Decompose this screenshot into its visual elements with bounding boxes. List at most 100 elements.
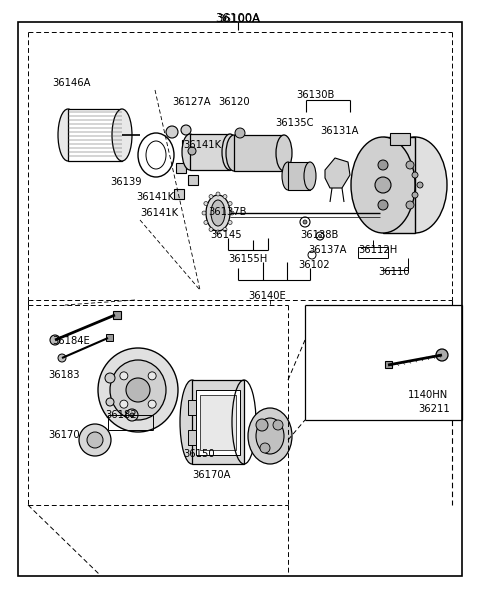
Bar xyxy=(182,140,194,150)
Bar xyxy=(234,135,284,171)
Circle shape xyxy=(202,211,206,215)
Circle shape xyxy=(105,373,115,383)
Bar xyxy=(106,334,113,341)
Circle shape xyxy=(106,398,114,406)
Circle shape xyxy=(166,126,178,138)
Circle shape xyxy=(58,354,66,362)
Text: 36155H: 36155H xyxy=(228,254,267,264)
Ellipse shape xyxy=(248,408,292,464)
Circle shape xyxy=(260,443,270,453)
Ellipse shape xyxy=(304,162,316,190)
Text: 36211: 36211 xyxy=(418,404,450,414)
Text: 36141K: 36141K xyxy=(183,140,221,150)
Bar xyxy=(390,133,410,145)
Circle shape xyxy=(406,161,414,169)
Text: 36138B: 36138B xyxy=(300,230,338,240)
Circle shape xyxy=(378,200,388,210)
Bar xyxy=(196,390,240,455)
Ellipse shape xyxy=(58,109,78,161)
Circle shape xyxy=(417,182,423,188)
Text: 36150: 36150 xyxy=(183,449,215,459)
Text: 36102: 36102 xyxy=(298,260,330,270)
Circle shape xyxy=(230,211,234,215)
Text: 36170: 36170 xyxy=(48,430,80,440)
Circle shape xyxy=(319,235,322,238)
Circle shape xyxy=(181,125,191,135)
Ellipse shape xyxy=(276,135,292,171)
Bar xyxy=(200,395,236,450)
Circle shape xyxy=(216,192,220,196)
Text: 36170A: 36170A xyxy=(192,470,230,480)
Circle shape xyxy=(406,201,414,209)
Text: 36137A: 36137A xyxy=(308,245,347,255)
Ellipse shape xyxy=(383,137,447,233)
Ellipse shape xyxy=(98,348,178,432)
Ellipse shape xyxy=(87,432,103,448)
Circle shape xyxy=(223,194,227,199)
Ellipse shape xyxy=(79,424,111,456)
Circle shape xyxy=(126,409,138,421)
Circle shape xyxy=(378,160,388,170)
Text: 36130B: 36130B xyxy=(296,90,335,100)
Text: 36100A: 36100A xyxy=(216,14,259,24)
Bar xyxy=(383,137,415,233)
Bar xyxy=(192,380,244,464)
Text: 36183: 36183 xyxy=(48,370,80,380)
Circle shape xyxy=(228,202,232,206)
Ellipse shape xyxy=(112,109,132,161)
Text: 36184E: 36184E xyxy=(52,336,90,346)
Bar xyxy=(113,311,121,319)
Text: 36120: 36120 xyxy=(218,97,250,107)
Circle shape xyxy=(148,372,156,380)
Bar xyxy=(68,109,122,161)
Circle shape xyxy=(209,194,213,199)
Circle shape xyxy=(303,220,307,224)
Ellipse shape xyxy=(110,360,166,420)
Text: 36182: 36182 xyxy=(105,410,137,420)
Bar xyxy=(288,162,310,190)
Text: 36141K: 36141K xyxy=(136,192,174,202)
Text: 36100A: 36100A xyxy=(216,12,261,25)
Text: 36135C: 36135C xyxy=(275,118,313,128)
Circle shape xyxy=(412,192,418,198)
Bar xyxy=(385,361,392,368)
Text: 36110: 36110 xyxy=(378,267,409,277)
Text: 36139: 36139 xyxy=(110,177,142,187)
Ellipse shape xyxy=(211,200,225,226)
Circle shape xyxy=(375,177,391,193)
Text: 36112H: 36112H xyxy=(358,245,397,255)
Text: 36146A: 36146A xyxy=(52,78,91,88)
Ellipse shape xyxy=(126,378,150,402)
Circle shape xyxy=(120,400,128,408)
Text: 1140HN: 1140HN xyxy=(408,390,448,400)
Circle shape xyxy=(228,220,232,225)
Ellipse shape xyxy=(226,135,242,171)
Ellipse shape xyxy=(282,162,294,190)
Text: 36140E: 36140E xyxy=(248,291,286,301)
Ellipse shape xyxy=(206,195,230,231)
Bar xyxy=(188,430,196,445)
Ellipse shape xyxy=(180,380,204,464)
Circle shape xyxy=(273,420,283,430)
Circle shape xyxy=(235,128,245,138)
Circle shape xyxy=(223,228,227,232)
Circle shape xyxy=(120,372,128,380)
Circle shape xyxy=(188,147,196,155)
Circle shape xyxy=(148,400,156,408)
Text: 36137B: 36137B xyxy=(208,207,247,217)
Bar xyxy=(190,134,230,170)
Ellipse shape xyxy=(256,418,284,454)
Ellipse shape xyxy=(222,134,238,170)
Circle shape xyxy=(436,349,448,361)
Circle shape xyxy=(204,220,208,225)
Circle shape xyxy=(209,228,213,232)
Text: 36127A: 36127A xyxy=(172,97,211,107)
Circle shape xyxy=(50,335,60,345)
Circle shape xyxy=(256,419,268,431)
Ellipse shape xyxy=(182,134,198,170)
Bar xyxy=(174,189,184,199)
Ellipse shape xyxy=(351,137,415,233)
Text: 36145: 36145 xyxy=(210,230,241,240)
Circle shape xyxy=(216,230,220,234)
Text: 36141K: 36141K xyxy=(140,208,178,218)
